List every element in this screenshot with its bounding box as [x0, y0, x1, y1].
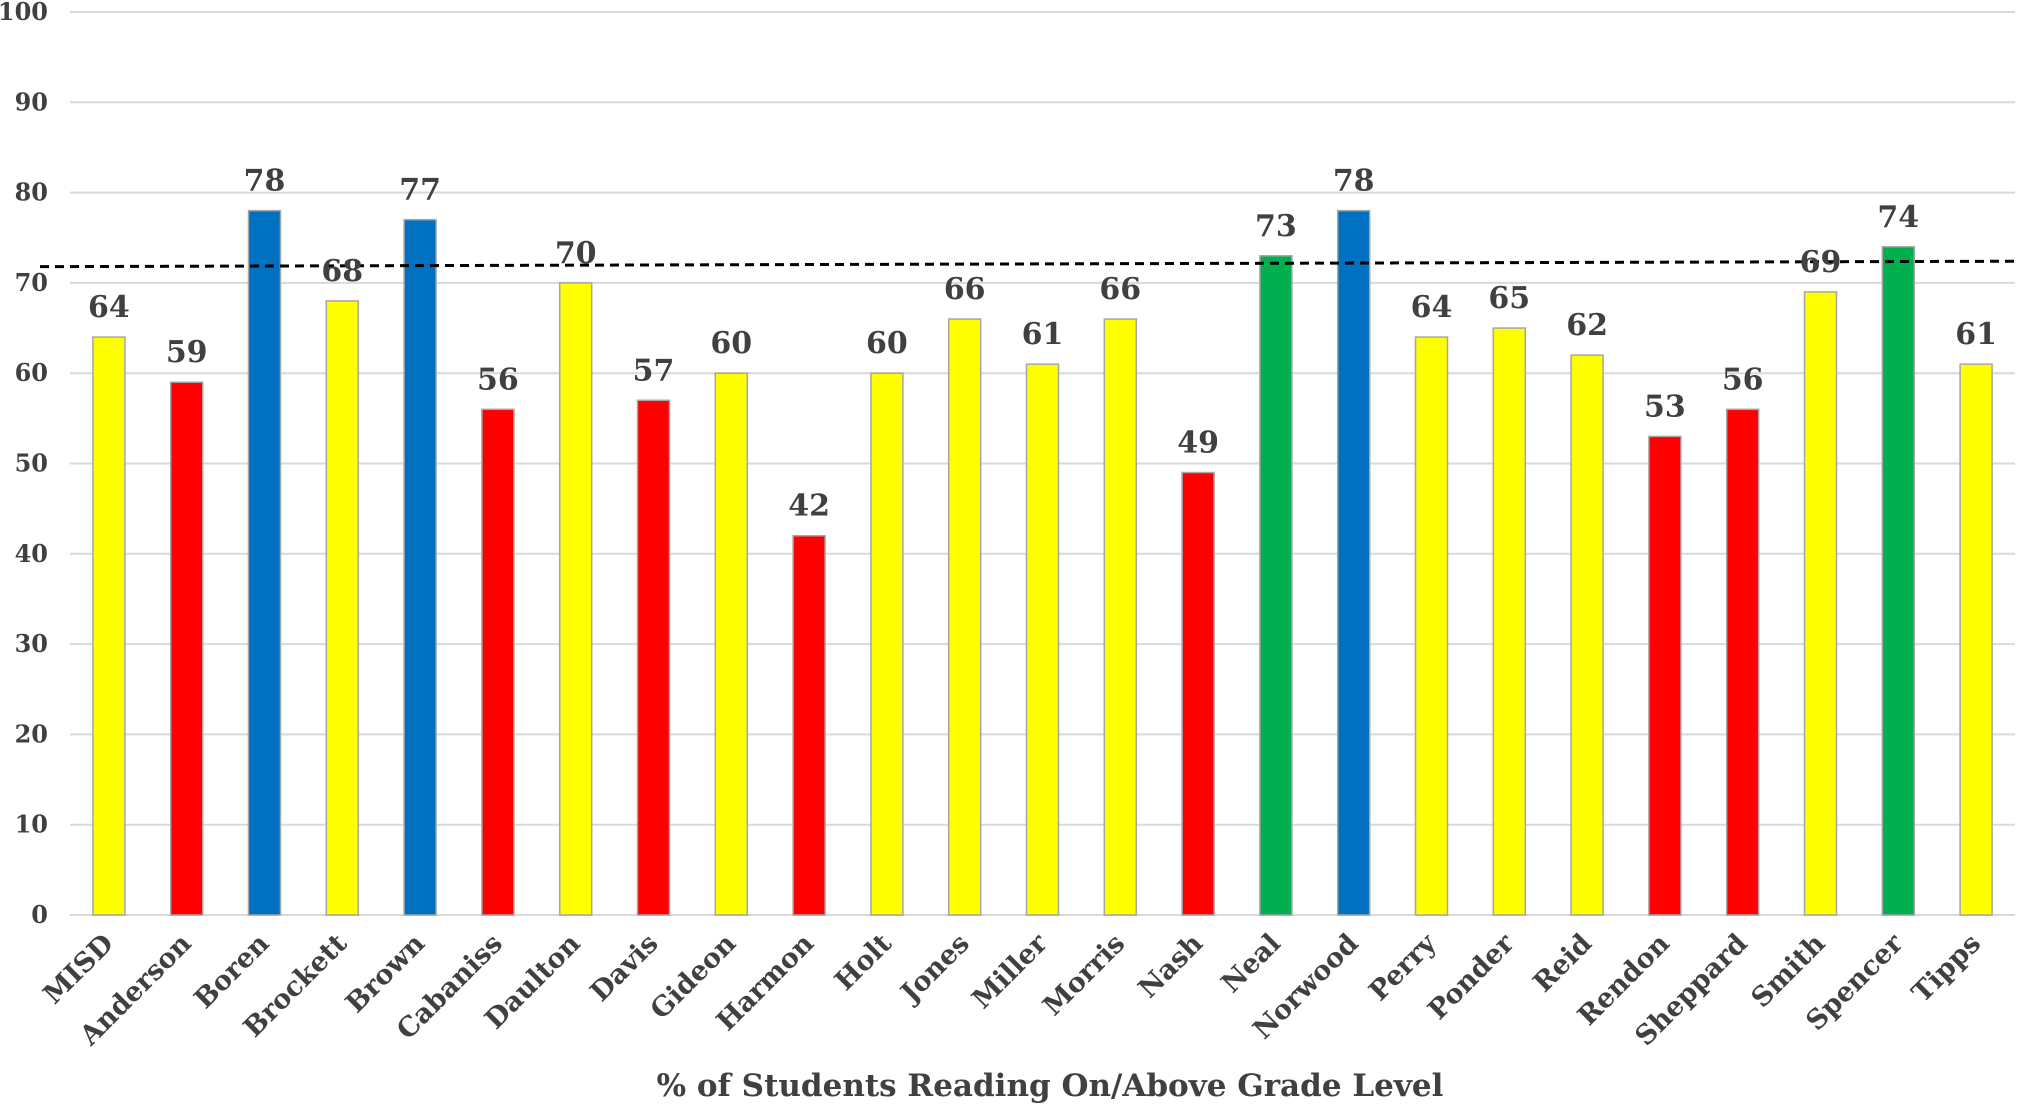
data-label-perry: 64: [1411, 290, 1453, 325]
data-label-daulton: 70: [555, 236, 597, 271]
data-label-gideon: 60: [710, 326, 752, 361]
data-label-cabaniss: 56: [477, 362, 519, 397]
bar-norwood: [1336, 209, 1371, 916]
data-label-misd: 64: [88, 290, 130, 325]
x-axis-title: % of Students Reading On/Above Grade Lev…: [657, 1068, 1444, 1104]
bar-spencer: [1881, 246, 1916, 916]
bar-boren: [247, 209, 282, 916]
bar-reid: [1570, 354, 1604, 916]
bar-davis: [636, 399, 671, 916]
y-tick-label: 40: [15, 539, 48, 568]
y-tick-label: 60: [15, 358, 48, 387]
data-label-spencer: 74: [1877, 200, 1919, 235]
bar-anderson: [169, 381, 204, 916]
bar-jones: [947, 318, 982, 916]
bar-daulton: [558, 282, 593, 916]
data-label-norwood: 78: [1333, 164, 1375, 199]
bar-tipps: [1959, 363, 1993, 916]
y-tick-label: 20: [15, 719, 48, 748]
data-label-anderson: 59: [166, 335, 208, 370]
bar-nash: [1181, 471, 1215, 916]
x-tick-label-holt: Holt: [829, 928, 898, 997]
x-tick-label-neal: Neal: [1216, 928, 1287, 999]
bar-rendon: [1648, 435, 1682, 916]
bar-gideon: [714, 372, 749, 916]
bar-miller: [1025, 363, 1060, 916]
bar-sheppard: [1725, 408, 1760, 916]
x-tick-label-morris: Morris: [1037, 928, 1131, 1022]
bar-brown: [403, 218, 437, 916]
data-label-brockett: 68: [321, 254, 363, 289]
bar-misd: [92, 336, 126, 916]
y-tick-label: 80: [15, 178, 48, 207]
bar-harmon: [792, 534, 826, 916]
bar-morris: [1103, 318, 1138, 916]
data-label-sheppard: 56: [1722, 362, 1764, 397]
x-tick-label-ponder: Ponder: [1422, 927, 1520, 1025]
y-tick-label: 10: [15, 810, 48, 839]
bar-holt: [870, 372, 904, 916]
data-label-reid: 62: [1566, 308, 1608, 343]
y-tick-label: 90: [15, 87, 48, 116]
y-tick-label: 30: [15, 629, 48, 658]
bar-perry: [1414, 336, 1449, 916]
data-label-nash: 49: [1177, 426, 1219, 461]
bars: [92, 209, 1993, 916]
data-label-smith: 69: [1800, 245, 1842, 280]
y-tick-label: 0: [31, 900, 48, 929]
bar-cabaniss: [481, 408, 515, 916]
data-label-rendon: 53: [1644, 389, 1686, 424]
y-axis-ticks: 0 10 20 30 40 50 60 70 80 90 100: [0, 0, 48, 929]
data-label-jones: 66: [944, 272, 986, 307]
bar-ponder: [1492, 327, 1527, 916]
y-tick-label: 100: [0, 0, 48, 26]
y-tick-label: 70: [15, 268, 48, 297]
x-tick-label-nash: Nash: [1133, 928, 1210, 1005]
y-tick-label: 50: [15, 449, 48, 478]
x-axis-category-labels: MISDAndersonBorenBrockettBrownCabanissDa…: [38, 927, 1988, 1052]
data-label-davis: 57: [633, 353, 675, 388]
data-labels: 64 59 78 68 77 56 70 57 60 42 60 66 61 66 49 73 78 64 65 62…: [88, 164, 1997, 524]
x-tick-label-reid: Reid: [1528, 928, 1599, 999]
data-label-ponder: 65: [1488, 281, 1530, 316]
data-label-holt: 60: [866, 326, 908, 361]
x-tick-label-tipps: Tipps: [1906, 928, 1987, 1009]
bar-neal: [1259, 255, 1293, 916]
data-label-neal: 73: [1255, 209, 1297, 244]
data-label-morris: 66: [1099, 272, 1141, 307]
bar-smith: [1803, 291, 1838, 916]
x-tick-label-jones: Jones: [894, 928, 976, 1010]
data-label-tipps: 61: [1955, 317, 1997, 352]
data-label-harmon: 42: [788, 489, 830, 524]
bar-brockett: [325, 300, 360, 916]
data-label-miller: 61: [1022, 317, 1064, 352]
data-label-boren: 78: [244, 164, 286, 199]
data-label-brown: 77: [399, 173, 441, 208]
